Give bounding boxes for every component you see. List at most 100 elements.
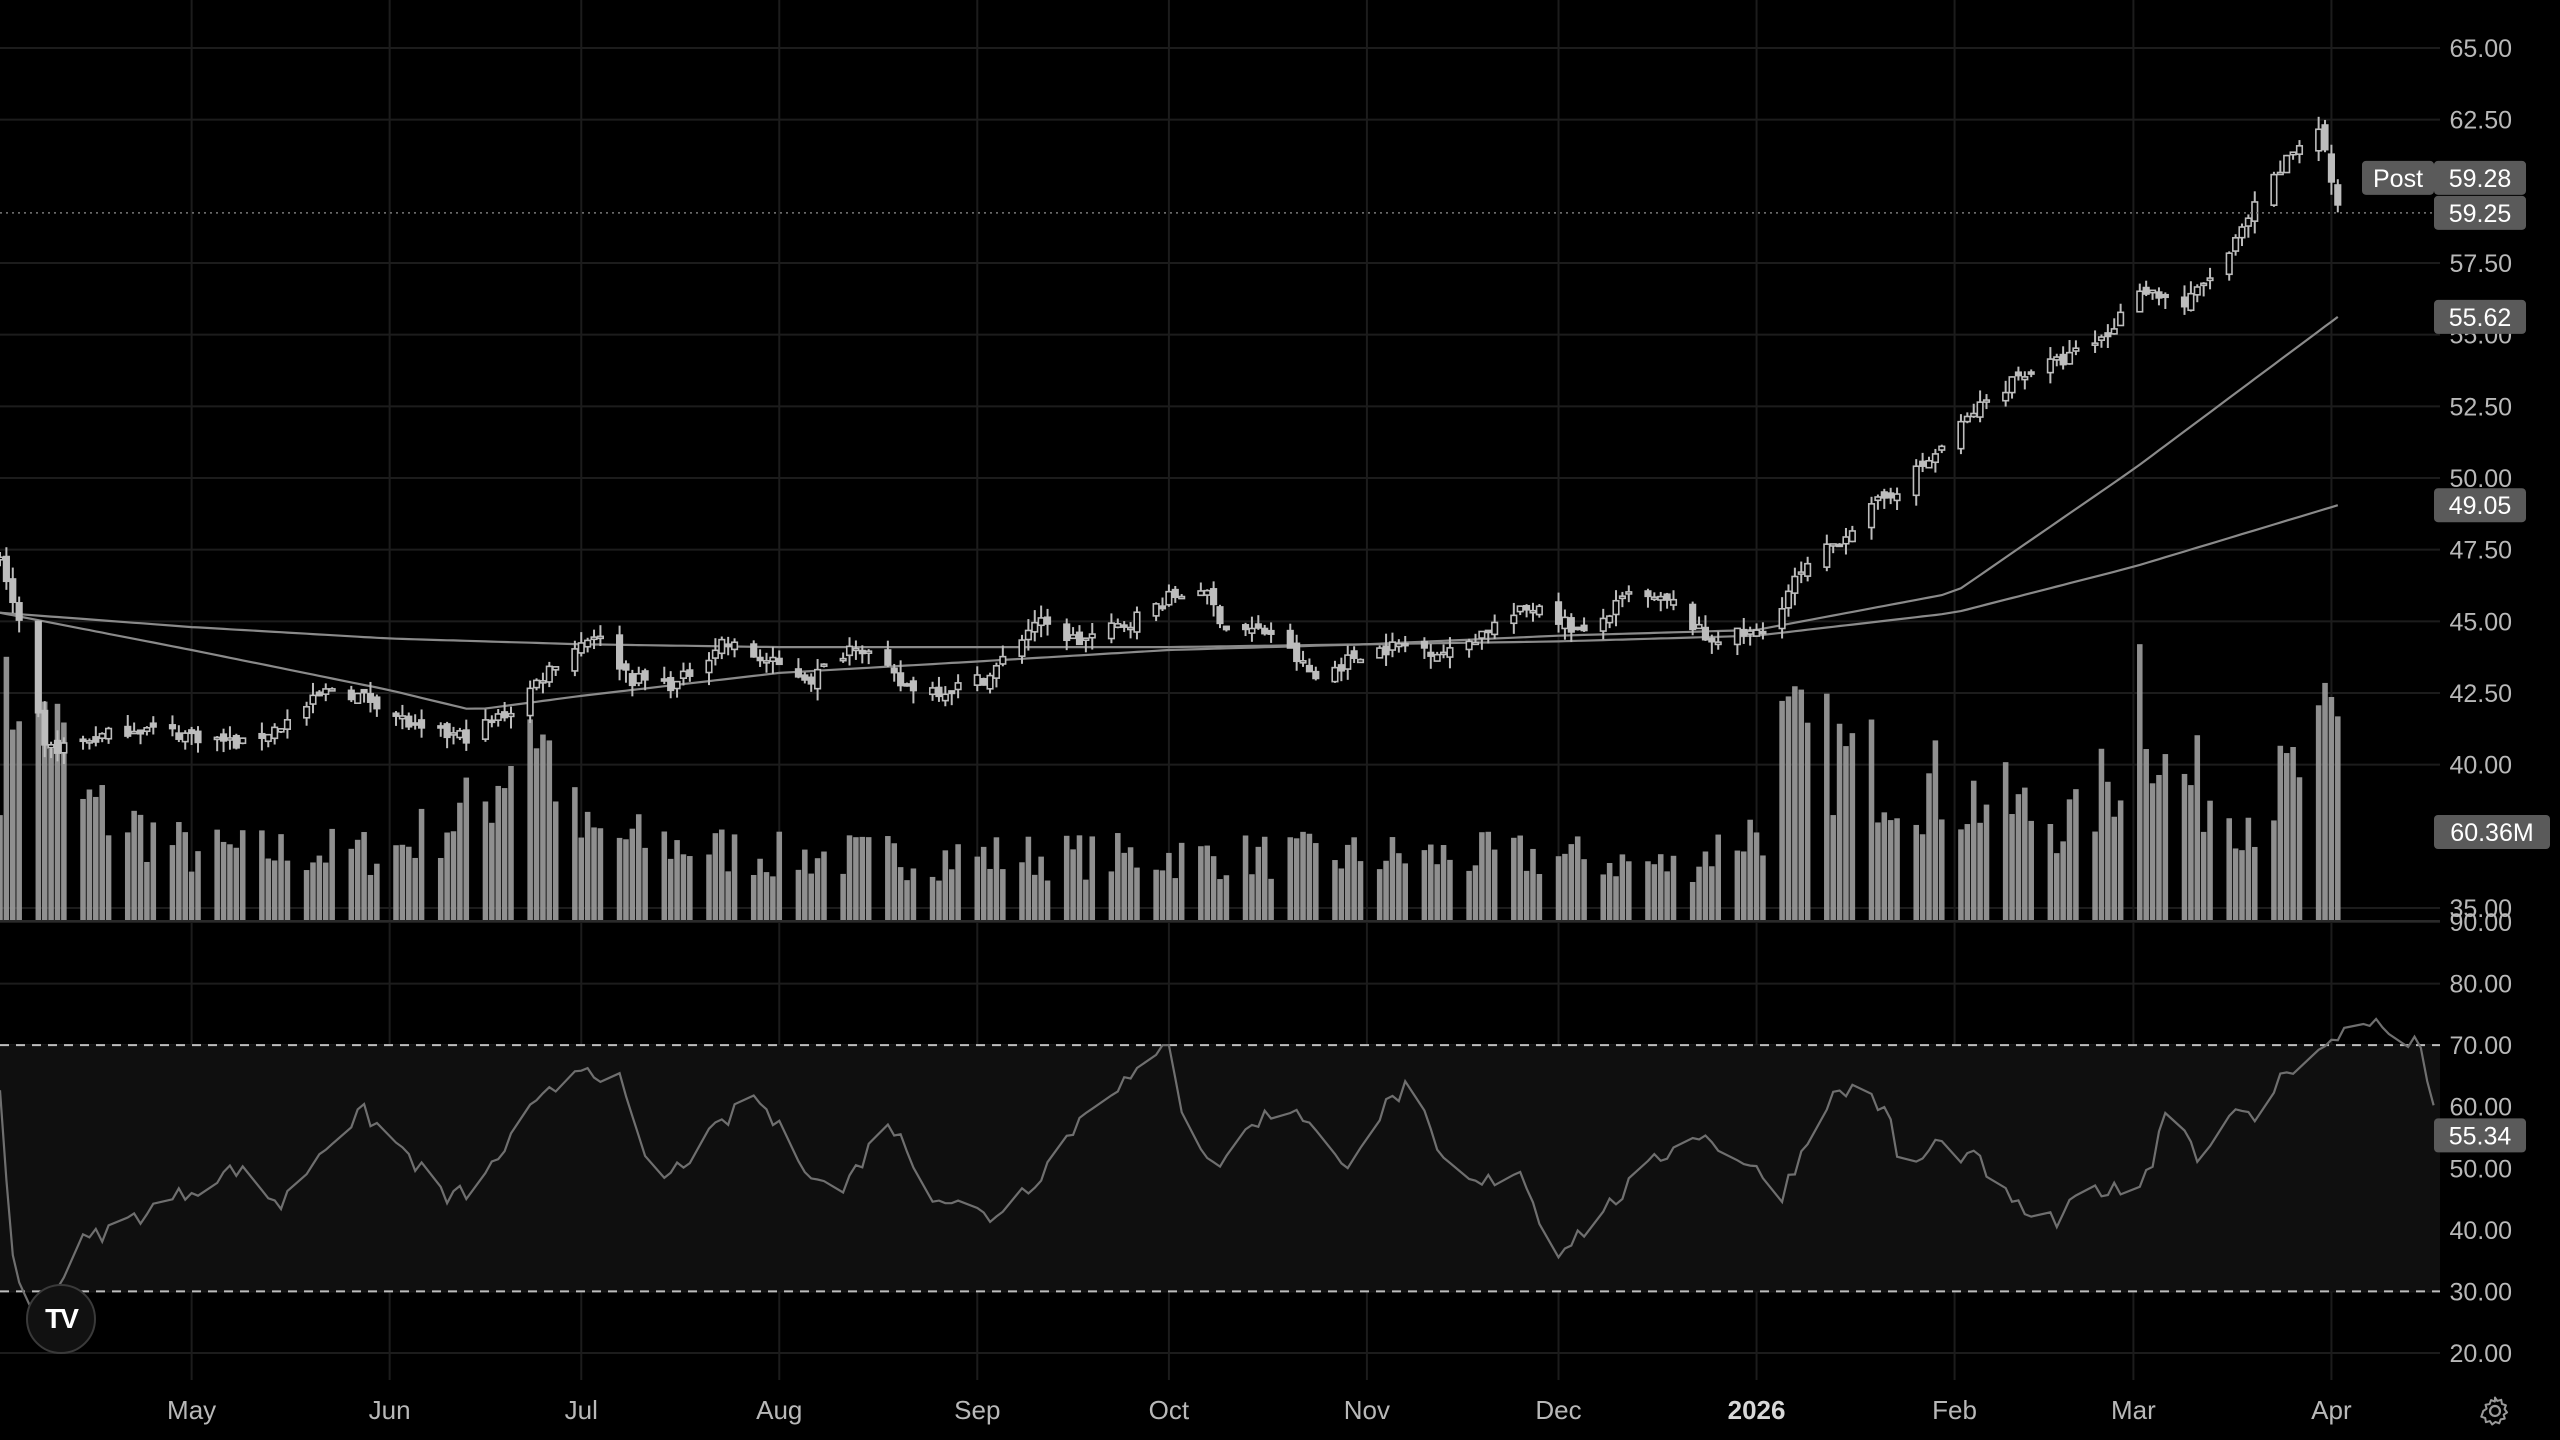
candle[interactable] [34, 620, 42, 718]
candle[interactable] [79, 735, 87, 750]
candle[interactable] [226, 726, 234, 750]
candle[interactable] [909, 676, 917, 704]
candle[interactable] [750, 640, 758, 658]
candle[interactable] [794, 658, 803, 679]
candle[interactable] [2238, 223, 2246, 247]
volume-series[interactable] [0, 644, 2341, 920]
candle[interactable] [807, 673, 815, 692]
candle[interactable] [1784, 584, 1793, 617]
candle[interactable] [1752, 623, 1761, 637]
candle[interactable] [1439, 644, 1448, 659]
candle[interactable] [1037, 605, 1045, 638]
candle[interactable] [1574, 626, 1582, 631]
candle[interactable] [1222, 625, 1230, 632]
candle[interactable] [986, 672, 994, 694]
candle[interactable] [130, 722, 138, 735]
candle[interactable] [577, 632, 585, 657]
rsi-axis[interactable]: 90.00 80.00 70.00 60.00 50.00 40.00 30.00 20.00 [2449, 909, 2512, 1368]
candle[interactable] [501, 701, 509, 722]
candle[interactable] [1286, 623, 1294, 649]
candle[interactable] [2008, 376, 2016, 399]
candle[interactable] [188, 726, 196, 745]
moving-average-200[interactable] [0, 504, 2339, 649]
candle[interactable] [1465, 638, 1473, 658]
candle[interactable] [705, 652, 713, 686]
candle[interactable] [897, 660, 905, 692]
candle[interactable] [1535, 604, 1543, 618]
candle[interactable] [1938, 444, 1946, 454]
candle[interactable] [2059, 346, 2067, 370]
candle[interactable] [2091, 330, 2099, 353]
candle[interactable] [277, 728, 285, 734]
candle[interactable] [1165, 584, 1173, 607]
candle[interactable] [801, 672, 809, 684]
candle[interactable] [1759, 622, 1767, 640]
candle[interactable] [283, 709, 292, 739]
candle[interactable] [679, 662, 688, 686]
candle[interactable] [1491, 614, 1499, 639]
candle[interactable] [980, 677, 988, 686]
candle[interactable] [622, 660, 630, 683]
candle[interactable] [1114, 618, 1122, 629]
candle[interactable] [2072, 340, 2080, 356]
candle[interactable] [1976, 390, 1984, 423]
candle[interactable] [2289, 151, 2297, 160]
candle[interactable] [2200, 282, 2208, 297]
candle[interactable] [322, 683, 330, 702]
candle[interactable] [373, 694, 381, 717]
candle[interactable] [1733, 627, 1741, 656]
candle[interactable] [1433, 651, 1441, 662]
candle[interactable] [865, 649, 873, 665]
candle[interactable] [105, 726, 113, 744]
candle[interactable] [1069, 627, 1077, 640]
candle[interactable] [271, 723, 279, 745]
candle[interactable] [1484, 629, 1492, 644]
candle[interactable] [136, 729, 145, 745]
candle[interactable] [1388, 632, 1397, 658]
candle[interactable] [2161, 292, 2169, 309]
candle[interactable] [1746, 626, 1754, 646]
candle[interactable] [571, 640, 579, 677]
candle[interactable] [1644, 588, 1652, 608]
candle[interactable] [1561, 609, 1569, 640]
candle[interactable] [1299, 650, 1307, 667]
candle[interactable] [1261, 624, 1269, 636]
tradingview-logo[interactable]: TV [26, 1284, 96, 1354]
candle[interactable] [660, 666, 668, 685]
candle[interactable] [762, 652, 771, 673]
candle[interactable] [1925, 456, 1933, 469]
candle[interactable] [1337, 657, 1345, 682]
candle[interactable] [1446, 637, 1454, 669]
candle[interactable] [992, 662, 1001, 688]
candle[interactable] [2065, 340, 2074, 365]
candle[interactable] [462, 719, 470, 751]
price-axis[interactable]: 65.0062.5057.5055.0052.5050.0047.5045.00… [2449, 35, 2512, 923]
candle[interactable] [1267, 622, 1275, 643]
candle[interactable] [2270, 171, 2278, 207]
candle[interactable] [948, 690, 956, 706]
candle[interactable] [730, 638, 739, 658]
candle[interactable] [1305, 658, 1313, 673]
candle[interactable] [1376, 645, 1384, 659]
candle[interactable] [2321, 119, 2329, 153]
candle[interactable] [635, 666, 643, 687]
candle[interactable] [718, 636, 726, 660]
candle[interactable] [1471, 633, 1480, 646]
candle[interactable] [820, 663, 828, 668]
candle[interactable] [1797, 561, 1805, 584]
candle[interactable] [954, 674, 962, 699]
candle[interactable] [2232, 234, 2240, 256]
candle[interactable] [1887, 487, 1895, 505]
candle[interactable] [1618, 591, 1626, 608]
candle[interactable] [2295, 140, 2304, 164]
candle[interactable] [2327, 144, 2335, 195]
candle[interactable] [1701, 615, 1710, 641]
candle[interactable] [85, 738, 93, 750]
candle[interactable] [552, 666, 560, 676]
candle[interactable] [347, 685, 355, 703]
candle[interactable] [1107, 613, 1115, 644]
candle[interactable] [1075, 625, 1084, 646]
candle[interactable] [1127, 622, 1135, 639]
candle[interactable] [328, 687, 336, 692]
